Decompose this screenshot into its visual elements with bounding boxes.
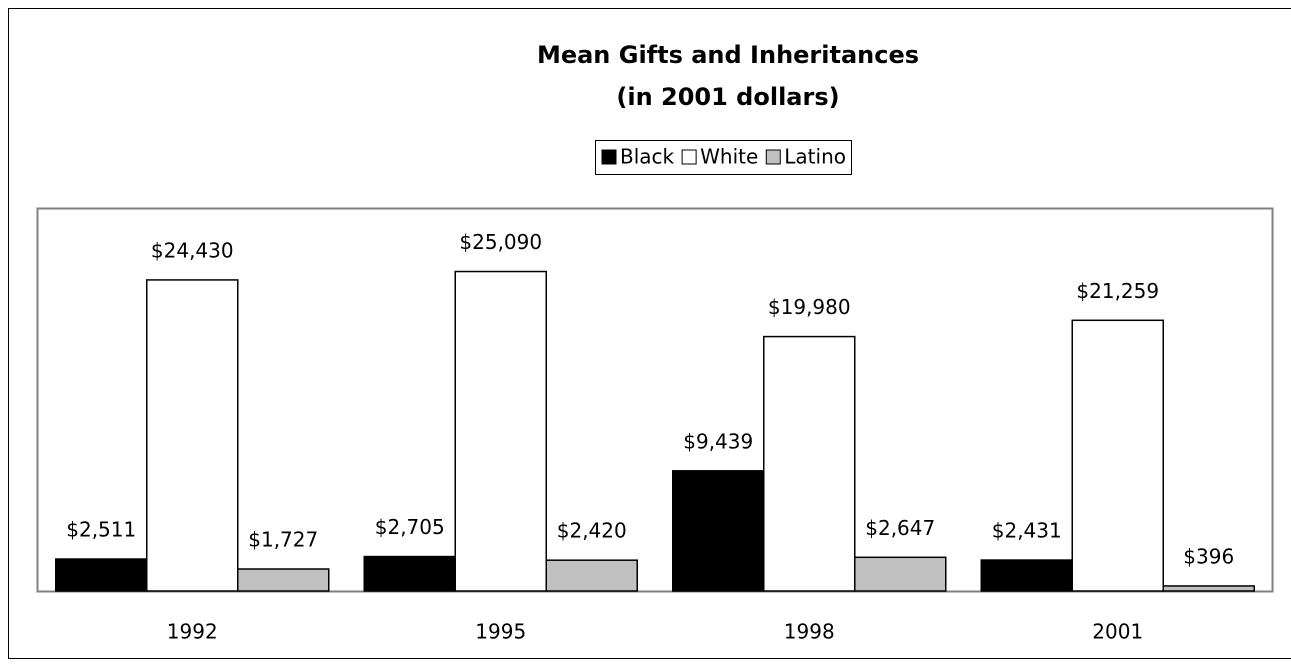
chart-title: Mean Gifts and Inheritances [537,41,919,69]
bar [1071,319,1164,592]
x-tick-label: 1998 [784,620,835,644]
x-tick-label: 1992 [167,620,218,644]
legend-label: White [700,145,758,169]
data-label: $19,980 [768,295,851,319]
bar [1162,585,1255,592]
bar [854,556,947,592]
data-label: $2,511 [66,518,136,542]
data-label: $2,647 [865,516,935,540]
legend-swatch [681,149,697,165]
bar [363,555,456,592]
data-label: $24,430 [151,238,234,262]
data-label: $2,431 [992,519,1062,543]
x-tick-label: 1995 [475,620,526,644]
bar [980,559,1073,592]
data-label: $25,090 [459,230,542,254]
bar [454,270,547,592]
bar [146,279,239,592]
legend-label: Black [620,145,675,169]
data-label: $2,705 [375,515,445,539]
plot-area [36,207,1274,593]
legend-box [595,140,852,175]
bar [237,568,330,592]
bar [55,558,148,592]
data-label: $1,727 [248,528,318,552]
bar [545,559,638,592]
legend-label: Latino [784,145,846,169]
data-label: $21,259 [1076,279,1159,303]
data-label: $9,439 [683,429,753,453]
x-tick-label: 2001 [1092,620,1143,644]
legend-swatch [765,149,781,165]
bar [763,335,856,592]
bar [672,470,765,592]
data-label: $396 [1183,544,1234,568]
data-label: $2,420 [557,519,627,543]
chart-subtitle: (in 2001 dollars) [616,83,839,111]
legend-swatch [601,149,617,165]
